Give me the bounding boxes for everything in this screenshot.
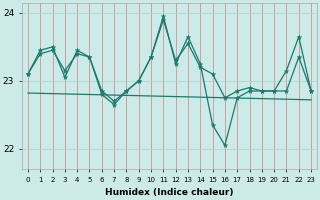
X-axis label: Humidex (Indice chaleur): Humidex (Indice chaleur) [105, 188, 234, 197]
